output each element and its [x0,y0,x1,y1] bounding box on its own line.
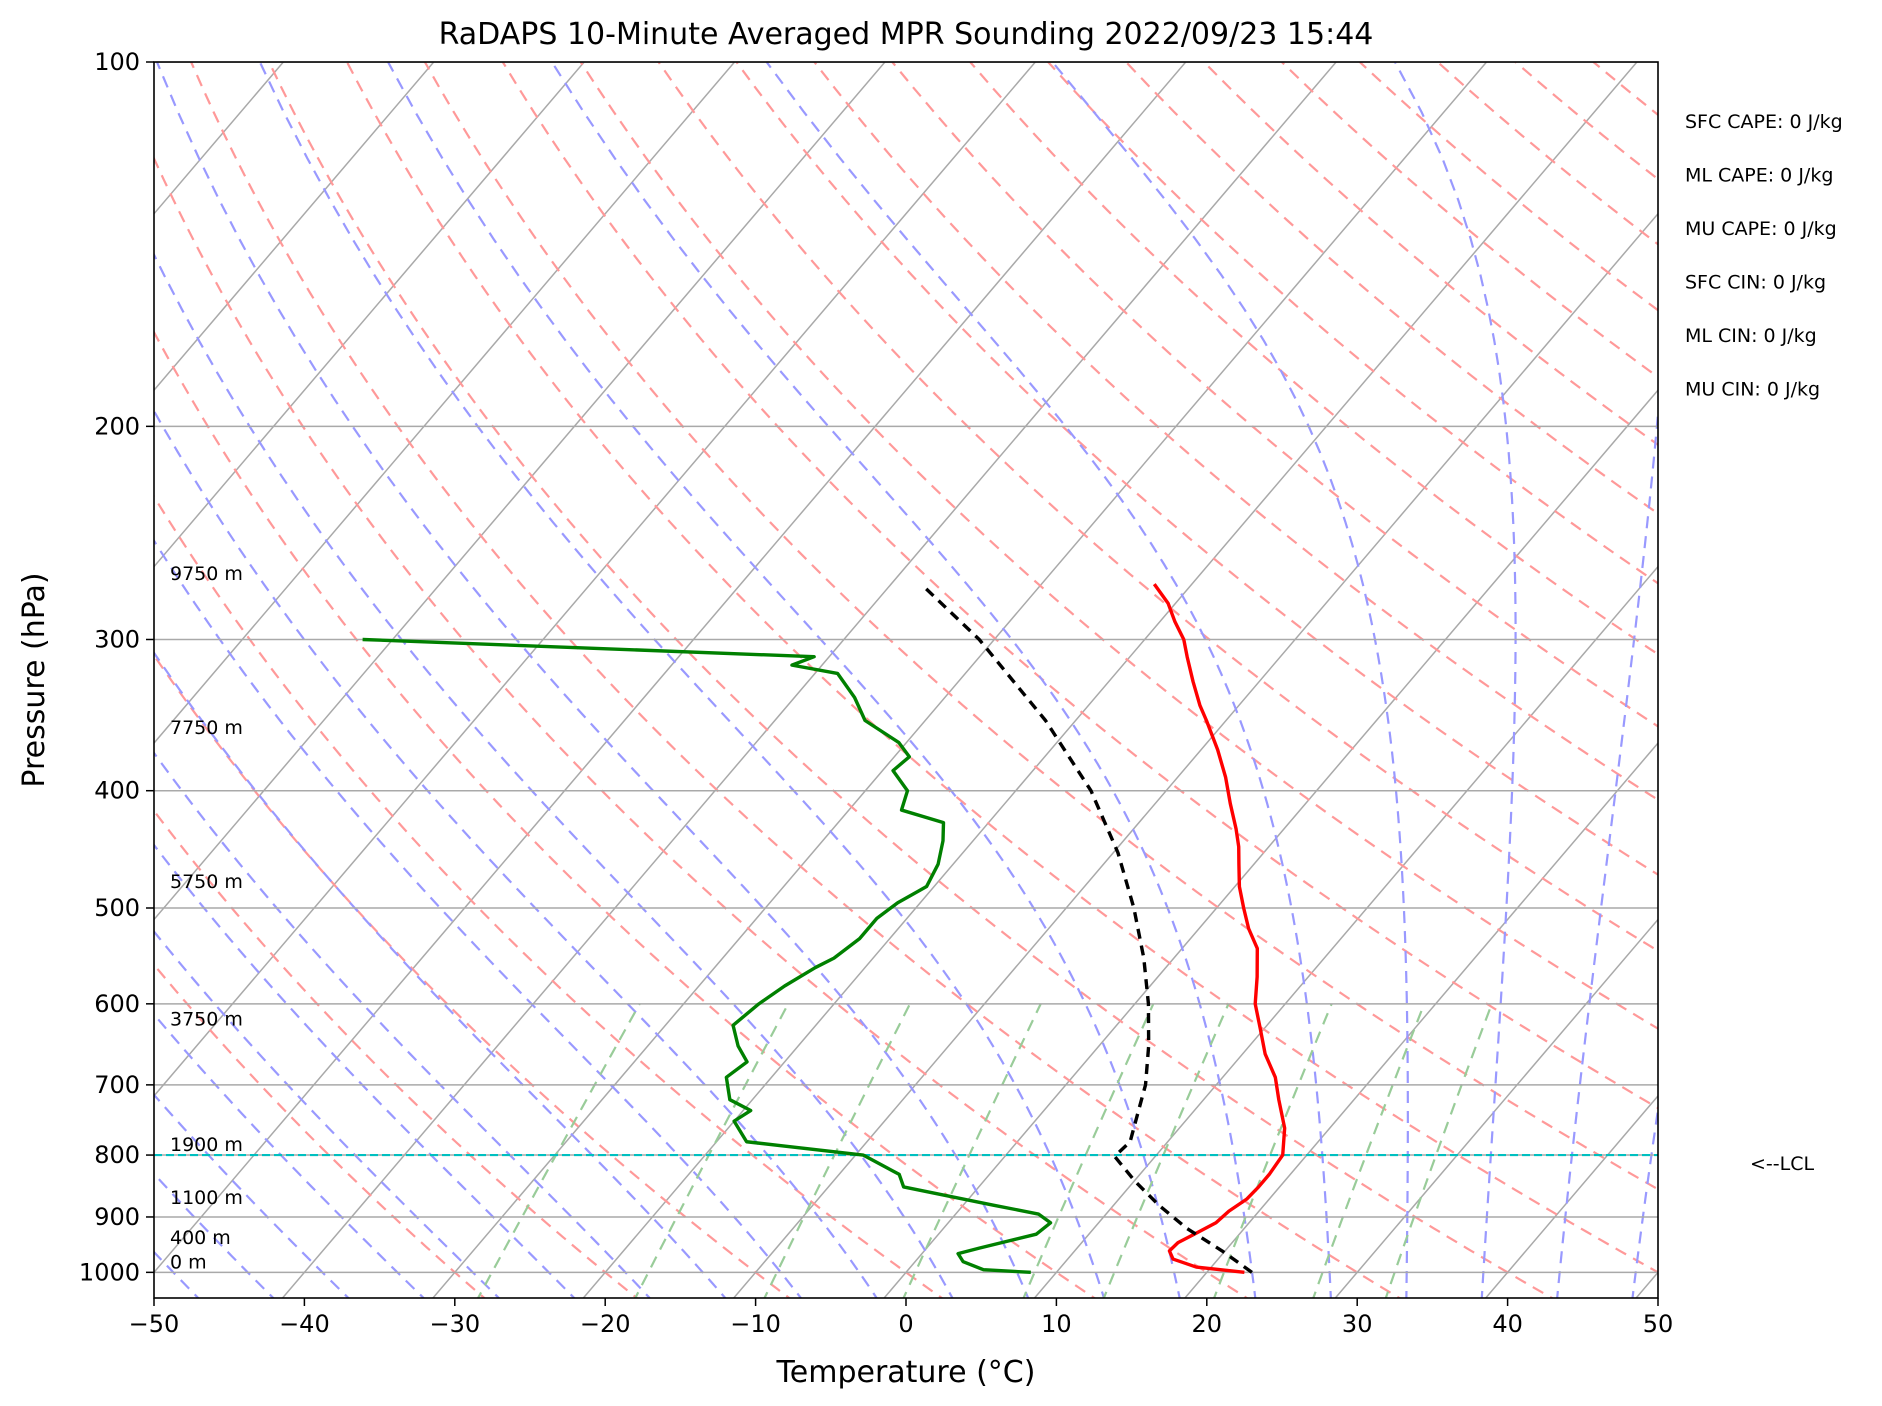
moist-adiabat-line [1051,62,1409,1298]
mixing-ratio-line [1212,1003,1333,1298]
index-label: MU CIN: 0 J/kg [1685,379,1820,401]
index-label: SFC CIN: 0 J/kg [1685,272,1826,294]
mixing-ratio-line [1384,1003,1493,1298]
height-label: 9750 m [170,563,243,585]
isotherm-line [154,62,586,568]
moist-adiabat-line [154,1093,350,1298]
moist-adiabat-line [1631,1102,1658,1298]
isotherm-line [1334,918,1658,1298]
y-tick-label: 500 [94,894,140,922]
index-panel: SFC CAPE: 0 J/kg ML CAPE: 0 J/kg MU CAPE: … [1685,111,1843,401]
moist-adiabat-line [765,62,1332,1298]
x-tick-label: 40 [1492,1310,1523,1338]
x-tick-label: −40 [279,1310,330,1338]
y-tick-label: 300 [94,625,140,653]
dry-adiabat-line [154,809,639,1298]
y-tick-label: 200 [94,412,140,440]
mixing-ratio-line [763,1003,911,1298]
x-tick-label: −10 [730,1310,781,1338]
dry-adiabat-line [345,62,1658,1274]
y-tick-label: 700 [94,1071,140,1099]
dry-adiabat-line [423,62,1658,1191]
series-layer [154,582,1658,1275]
dry-adiabat-line [968,62,1658,656]
dry-adiabat-line [267,62,1555,1298]
mixing-ratio-line [1312,1003,1426,1298]
x-tick-label: −20 [580,1310,631,1338]
temperature-profile [1152,583,1287,1275]
isotherm-line [154,62,1037,1098]
height-label: 3750 m [170,1008,243,1030]
mixing-ratio-line [634,1003,790,1298]
index-label: ML CIN: 0 J/kg [1685,325,1817,347]
isotherm-line [154,62,886,921]
x-tick-label: −30 [429,1310,480,1338]
x-tick-label: 20 [1192,1310,1223,1338]
x-tick-label: 10 [1041,1310,1072,1338]
moist-adiabat-line [154,1012,426,1298]
isotherm-line [582,62,1638,1298]
height-label: 1900 m [170,1134,243,1156]
mixing-ratio-line [1102,1003,1230,1298]
dry-adiabat-line [154,963,486,1298]
moist-adiabat-line [154,538,803,1298]
moist-adiabat-line [155,62,1030,1298]
moist-adiabat-line [154,650,727,1298]
isotherm-line [732,212,1658,1298]
dry-adiabat-line [154,653,792,1298]
isotherm-line [154,62,435,392]
dry-adiabat-line [189,62,1402,1298]
dry-adiabat-line [890,62,1658,728]
mixing-ratio-line [1022,1003,1155,1298]
y-tick-label: 600 [94,990,140,1018]
index-label: MU CAPE: 0 J/kg [1685,218,1837,240]
mixing-ratio-line [902,1003,1042,1298]
lcl-label: <--LCL [1750,1153,1814,1175]
height-label: 1100 m [170,1187,243,1209]
dry-adiabat-line [579,62,1658,1030]
moist-adiabat-line [1556,401,1658,1298]
isotherm-line [1183,741,1658,1298]
parcel-profile [919,582,1253,1274]
dry-adiabat-line [154,329,1097,1298]
index-label: SFC CAPE: 0 J/kg [1685,111,1843,133]
moist-adiabat-line [154,408,878,1298]
y-tick-label: 800 [94,1141,140,1169]
tick-layer: −50 −40 −30 −20 −10 0 10 20 30 40 50 1000 900 800 700 6… [79,48,1673,1338]
moist-adiabat-line [154,843,576,1298]
y-tick-label: 400 [94,777,140,805]
isotherm-line [154,62,1187,1274]
moist-adiabat-line [154,751,652,1298]
moist-adiabat-line [1394,62,1517,1298]
moist-adiabat-line [258,62,1106,1298]
chart-title: RaDAPS 10-Minute Averaged MPR Sounding 2… [439,17,1374,52]
height-label: 400 m [170,1227,231,1249]
height-label: 0 m [170,1251,207,1273]
x-tick-label: 0 [898,1310,913,1338]
mixing-ratio-line [476,1003,641,1298]
isotherm-line [154,62,736,745]
isotherm-line [0,35,6,1303]
x-tick-label: 50 [1643,1310,1674,1338]
isotherm-line [431,62,1488,1298]
isotherm-line [883,389,1658,1298]
x-axis-label: Temperature (°C) [776,1355,1036,1390]
dry-adiabat-line [501,62,1658,1110]
y-tick-label: 1000 [79,1258,140,1286]
y-axis-label: Pressure (hPa) [17,572,52,787]
grid-layer [0,35,1658,1303]
height-label: 5750 m [170,871,243,893]
y-tick-label: 900 [94,1203,140,1231]
height-label: 7750 m [170,717,243,739]
index-label: ML CAPE: 0 J/kg [1685,165,1833,187]
dewpoint-profile [362,637,1053,1275]
plot-frame [153,61,1659,1299]
x-tick-label: −50 [129,1310,180,1338]
y-tick-label: 100 [94,48,140,76]
dry-adiabat-line [154,155,1249,1298]
x-tick-label: 30 [1342,1310,1373,1338]
